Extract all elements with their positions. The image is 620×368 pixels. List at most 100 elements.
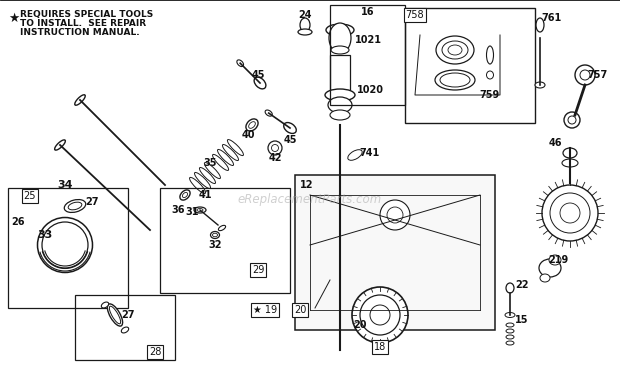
- Text: 33: 33: [37, 230, 53, 240]
- Ellipse shape: [563, 148, 577, 158]
- Text: TO INSTALL.  SEE REPAIR: TO INSTALL. SEE REPAIR: [20, 19, 146, 28]
- Circle shape: [580, 70, 590, 80]
- Ellipse shape: [505, 312, 515, 318]
- Bar: [75, 295, 175, 360]
- Ellipse shape: [487, 46, 494, 64]
- Text: 758: 758: [405, 10, 424, 20]
- Ellipse shape: [68, 202, 82, 210]
- Circle shape: [360, 295, 400, 335]
- Ellipse shape: [213, 233, 218, 237]
- Text: 41: 41: [198, 190, 212, 200]
- Text: 20: 20: [353, 320, 367, 330]
- Ellipse shape: [284, 123, 296, 134]
- Text: REQUIRES SPECIAL TOOLS: REQUIRES SPECIAL TOOLS: [20, 10, 153, 19]
- Text: 26: 26: [11, 217, 25, 227]
- Circle shape: [550, 193, 590, 233]
- Ellipse shape: [549, 255, 561, 265]
- Text: 28: 28: [149, 347, 161, 357]
- Ellipse shape: [325, 89, 355, 101]
- Text: 20: 20: [294, 305, 306, 315]
- Text: 22: 22: [515, 280, 529, 290]
- Ellipse shape: [107, 304, 123, 326]
- Ellipse shape: [326, 24, 354, 36]
- Circle shape: [370, 305, 390, 325]
- Bar: [160, 188, 290, 293]
- Text: 34: 34: [57, 180, 73, 190]
- Ellipse shape: [249, 122, 255, 128]
- Ellipse shape: [109, 306, 121, 324]
- Text: 31: 31: [185, 207, 199, 217]
- Ellipse shape: [562, 159, 578, 167]
- Ellipse shape: [487, 71, 494, 79]
- Text: ★ 19: ★ 19: [253, 305, 277, 315]
- Text: ★: ★: [8, 12, 19, 25]
- Text: 1020: 1020: [356, 85, 384, 95]
- Ellipse shape: [540, 274, 550, 282]
- Ellipse shape: [211, 231, 219, 238]
- Text: 46: 46: [548, 138, 562, 148]
- Ellipse shape: [348, 150, 362, 160]
- Ellipse shape: [506, 283, 514, 293]
- Ellipse shape: [254, 77, 266, 89]
- Bar: [330, 55, 350, 95]
- Circle shape: [542, 185, 598, 241]
- Ellipse shape: [442, 41, 468, 59]
- Circle shape: [272, 145, 278, 152]
- Ellipse shape: [440, 73, 470, 87]
- Ellipse shape: [435, 70, 475, 90]
- Text: 29: 29: [252, 265, 264, 275]
- Circle shape: [352, 287, 408, 343]
- Text: 24: 24: [298, 10, 312, 20]
- Text: 32: 32: [208, 240, 222, 250]
- Bar: [295, 175, 495, 330]
- Bar: [8, 188, 128, 308]
- Ellipse shape: [436, 36, 474, 64]
- Ellipse shape: [539, 259, 561, 277]
- Circle shape: [560, 203, 580, 223]
- Text: 45: 45: [283, 135, 297, 145]
- Ellipse shape: [237, 60, 244, 67]
- Text: 12: 12: [300, 180, 314, 190]
- Circle shape: [387, 207, 403, 223]
- Text: 40: 40: [241, 130, 255, 140]
- Text: 45: 45: [251, 70, 265, 80]
- Ellipse shape: [329, 23, 351, 53]
- Text: 1021: 1021: [355, 35, 381, 45]
- Text: 759: 759: [480, 90, 500, 100]
- Ellipse shape: [327, 190, 353, 200]
- Text: 42: 42: [268, 153, 281, 163]
- Ellipse shape: [330, 110, 350, 120]
- Ellipse shape: [42, 222, 88, 268]
- Ellipse shape: [55, 140, 65, 150]
- Text: 15: 15: [515, 315, 529, 325]
- Text: 36: 36: [171, 205, 185, 215]
- Text: INSTRUCTION MANUAL.: INSTRUCTION MANUAL.: [20, 28, 140, 37]
- Ellipse shape: [194, 207, 206, 213]
- Ellipse shape: [180, 190, 190, 200]
- Circle shape: [564, 112, 580, 128]
- Ellipse shape: [182, 192, 187, 198]
- Text: 761: 761: [542, 13, 562, 23]
- Ellipse shape: [331, 46, 349, 54]
- Text: 16: 16: [361, 7, 374, 17]
- Ellipse shape: [122, 327, 129, 333]
- Bar: [330, 5, 405, 105]
- Ellipse shape: [246, 119, 258, 131]
- Circle shape: [575, 65, 595, 85]
- Text: 35: 35: [203, 158, 217, 168]
- Text: 219: 219: [548, 255, 568, 265]
- Ellipse shape: [218, 225, 226, 231]
- Ellipse shape: [298, 29, 312, 35]
- Ellipse shape: [37, 217, 92, 272]
- Text: 25: 25: [24, 191, 36, 201]
- Ellipse shape: [265, 110, 272, 116]
- Text: 27: 27: [86, 197, 99, 207]
- Text: 18: 18: [374, 342, 386, 352]
- Bar: [405, 8, 535, 123]
- Text: eReplacementParts.com: eReplacementParts.com: [238, 194, 382, 206]
- Ellipse shape: [75, 95, 85, 105]
- Ellipse shape: [535, 82, 545, 88]
- Text: 27: 27: [122, 310, 135, 320]
- Circle shape: [568, 116, 576, 124]
- Circle shape: [268, 141, 282, 155]
